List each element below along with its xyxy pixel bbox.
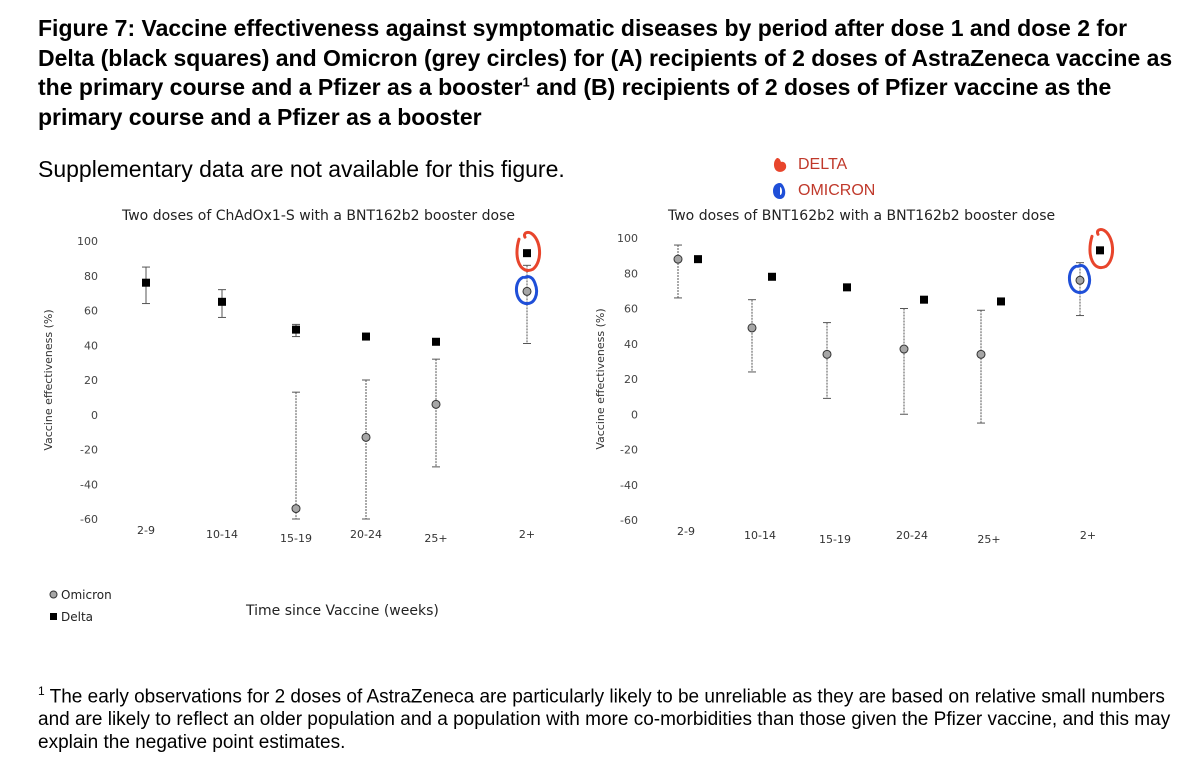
y-tick-label: 20 bbox=[84, 374, 98, 387]
y-tick-label: 0 bbox=[631, 408, 638, 421]
delta-point bbox=[694, 255, 702, 264]
omicron-point bbox=[747, 323, 757, 333]
y-tick-label: 100 bbox=[77, 235, 98, 248]
chart-a: 100 80 60 40 20 0 -20 -40 -60 Vaccine effectivene… bbox=[42, 230, 541, 545]
figure-title: Figure 7: Vaccine effectiveness against … bbox=[38, 15, 1173, 130]
supplementary-note: Supplementary data are not available for… bbox=[38, 156, 565, 182]
delta-point bbox=[920, 295, 928, 304]
x-tick-label: 10-14 bbox=[206, 528, 238, 541]
annotation-legend-omicron: OMICRON bbox=[772, 178, 875, 204]
x-tick-label: 15-19 bbox=[819, 533, 851, 546]
annotation-legend: DELTA OMICRON bbox=[772, 152, 875, 204]
legend-delta: Delta bbox=[48, 606, 112, 628]
omicron-point bbox=[522, 286, 532, 296]
omicron-point bbox=[1075, 275, 1085, 285]
y-tick-label: 100 bbox=[617, 232, 638, 245]
x-tick-label: 2+ bbox=[1080, 529, 1096, 542]
omicron-point bbox=[673, 254, 683, 264]
y-tick-label: -40 bbox=[80, 478, 98, 491]
annotation-legend-delta: DELTA bbox=[772, 152, 875, 178]
x-axis-title: Time since Vaccine (weeks) bbox=[246, 603, 439, 619]
y-tick-label: 80 bbox=[624, 267, 638, 280]
omicron-annotation-circle bbox=[1068, 264, 1092, 294]
y-tick-label: 40 bbox=[624, 338, 638, 351]
x-tick-label: 2-9 bbox=[677, 525, 695, 538]
y-tick-label: 0 bbox=[91, 409, 98, 422]
delta-point bbox=[523, 249, 531, 258]
chart-b-title: Two doses of BNT162b2 with a BNT162b2 bo… bbox=[668, 208, 1056, 224]
x-tick-label: 20-24 bbox=[350, 528, 382, 541]
delta-point bbox=[1096, 246, 1104, 255]
chart-b: 100 80 60 40 20 0 -20 -40 -60 Vaccine effectivene… bbox=[594, 228, 1114, 546]
y-tick-label: -20 bbox=[620, 444, 638, 457]
delta-point bbox=[997, 297, 1005, 306]
x-tick-label: 25+ bbox=[424, 532, 447, 545]
omicron-point bbox=[976, 349, 986, 359]
delta-annotation-circle bbox=[515, 230, 541, 272]
legend-omicron-label: Omicron bbox=[61, 588, 112, 602]
delta-point bbox=[362, 332, 370, 341]
omicron-point bbox=[431, 399, 441, 409]
y-axis-label: Vaccine effectiveness (%) bbox=[594, 308, 607, 449]
x-tick-label: 2+ bbox=[519, 528, 535, 541]
footnote: 1 The early observations for 2 doses of … bbox=[38, 684, 1171, 754]
x-tick-label: 15-19 bbox=[280, 532, 312, 545]
x-tick-label: 2-9 bbox=[137, 524, 155, 537]
omicron-annotation-circle bbox=[515, 275, 539, 306]
delta-annotation-circle bbox=[1088, 228, 1114, 270]
delta-scribble-icon bbox=[773, 158, 787, 172]
omicron-point bbox=[361, 432, 371, 442]
annotation-legend-delta-label: DELTA bbox=[798, 156, 848, 173]
delta-point bbox=[218, 297, 226, 306]
omicron-point bbox=[899, 344, 909, 354]
y-tick-label: -60 bbox=[620, 514, 638, 527]
legend-delta-label: Delta bbox=[61, 610, 94, 624]
y-tick-label: -20 bbox=[80, 444, 98, 457]
y-tick-label: 60 bbox=[624, 303, 638, 316]
omicron-point bbox=[822, 349, 832, 359]
y-tick-label: 40 bbox=[84, 339, 98, 352]
y-tick-label: 20 bbox=[624, 373, 638, 386]
chart-legend: Omicron Delta bbox=[48, 584, 112, 628]
x-tick-label: 20-24 bbox=[896, 529, 928, 542]
legend-circle-icon bbox=[48, 588, 58, 602]
y-tick-label: 80 bbox=[84, 270, 98, 283]
y-tick-label: -40 bbox=[620, 479, 638, 492]
x-tick-label: 25+ bbox=[977, 533, 1000, 546]
y-tick-label: -60 bbox=[80, 513, 98, 526]
x-tick-label: 10-14 bbox=[744, 529, 776, 542]
legend-omicron: Omicron bbox=[48, 584, 112, 606]
chart-a-title: Two doses of ChAdOx1-S with a BNT162b2 b… bbox=[122, 208, 515, 224]
omicron-scribble-icon bbox=[773, 183, 786, 199]
delta-point bbox=[768, 272, 776, 281]
delta-point bbox=[292, 325, 300, 334]
delta-point bbox=[843, 283, 851, 292]
delta-point bbox=[142, 278, 150, 287]
omicron-point bbox=[291, 504, 301, 514]
y-axis-label: Vaccine effectiveness (%) bbox=[42, 309, 55, 450]
annotation-legend-omicron-label: OMICRON bbox=[798, 182, 876, 199]
delta-point bbox=[432, 337, 440, 346]
y-tick-label: 60 bbox=[84, 305, 98, 318]
legend-square-icon bbox=[48, 610, 58, 624]
